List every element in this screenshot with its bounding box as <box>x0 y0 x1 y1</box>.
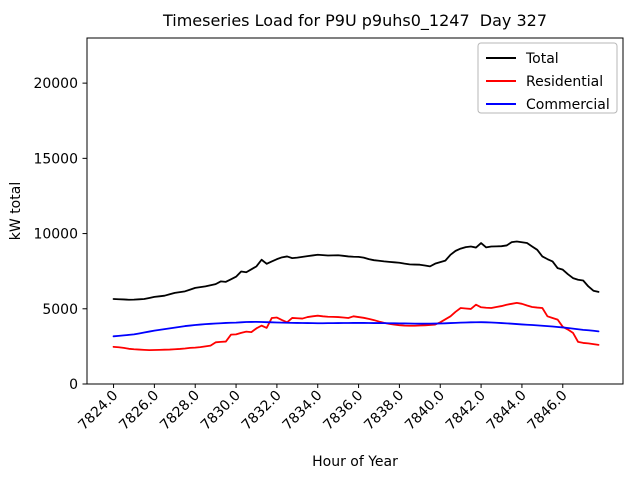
y-tick-label: 15000 <box>33 151 78 167</box>
x-tick-label: 7840.0 <box>402 388 448 434</box>
x-tick-label: 7846.0 <box>525 388 571 434</box>
axis-ticks: 7824.07826.07828.07830.07832.07834.07836… <box>33 76 570 433</box>
x-tick-label: 7828.0 <box>157 388 203 434</box>
y-tick-label: 5000 <box>42 302 78 318</box>
legend-label-commercial: Commercial <box>526 97 610 113</box>
y-tick-label: 10000 <box>33 227 78 243</box>
legend-label-total: Total <box>525 51 559 67</box>
plot-series <box>112 240 600 352</box>
legend-label-residential: Residential <box>526 74 603 90</box>
y-axis-label: kW total <box>8 182 24 240</box>
legend: Total Residential Commercial <box>477 42 618 114</box>
x-tick-label: 7832.0 <box>239 388 285 434</box>
x-tick-label: 7830.0 <box>198 388 244 434</box>
series-line-commercial <box>112 320 600 338</box>
x-axis-label: Hour of Year <box>312 454 398 470</box>
x-tick-label: 7838.0 <box>361 388 407 434</box>
axes-frame <box>86 37 624 385</box>
x-tick-label: 7834.0 <box>280 388 326 434</box>
x-tick-label: 7842.0 <box>443 388 489 434</box>
x-tick-label: 7844.0 <box>484 388 530 434</box>
series-line-residential <box>112 302 600 352</box>
y-tick-label: 0 <box>69 377 78 393</box>
x-tick-label: 7826.0 <box>116 388 162 434</box>
chart-title: Timeseries Load for P9U p9uhs0_1247 Day … <box>162 11 547 31</box>
legend-box <box>477 42 618 114</box>
series-line-total <box>112 240 600 301</box>
x-tick-label: 7824.0 <box>75 388 121 434</box>
x-tick-label: 7836.0 <box>320 388 366 434</box>
y-tick-label: 20000 <box>33 76 78 92</box>
